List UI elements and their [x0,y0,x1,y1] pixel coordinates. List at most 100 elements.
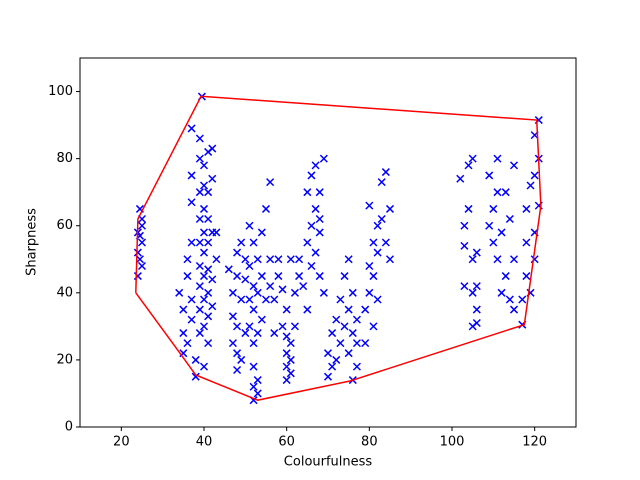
point [352,362,361,371]
point [311,204,320,213]
point [493,154,502,163]
point [249,305,258,314]
point [373,295,382,304]
point [183,272,192,281]
point [385,255,395,264]
x-tick-label: 100 [440,435,465,450]
point [257,315,266,324]
point [257,272,266,281]
point [468,288,477,297]
point [253,288,262,297]
point [282,332,291,341]
point [195,214,204,224]
point [352,339,361,348]
point [530,171,539,180]
point [245,322,254,331]
point [133,248,142,257]
point [307,221,316,230]
point [526,181,535,190]
point [365,201,374,210]
point [179,305,188,314]
point [204,339,213,348]
point [241,275,250,284]
point [505,214,514,224]
y-tick-label: 100 [48,84,73,99]
point [315,214,324,224]
point [373,221,382,230]
point [253,376,262,385]
point [340,322,349,331]
point [295,255,304,264]
point [369,238,378,247]
point [286,255,295,264]
point [361,305,370,314]
point [249,382,258,391]
point [195,305,204,314]
point [460,241,469,250]
y-tick-label: 40 [56,285,73,300]
point [505,295,514,304]
point [212,255,221,264]
point [237,238,246,247]
point [241,329,250,338]
point [187,171,196,180]
point [195,154,204,163]
x-tick-label: 60 [278,435,295,450]
point [253,389,262,398]
point [336,339,345,348]
point [369,322,378,331]
point [485,171,494,180]
point [253,255,262,264]
point [303,188,312,197]
point [365,288,374,297]
point [295,272,304,281]
point [204,238,213,247]
point [245,221,254,230]
point [472,282,481,291]
point [282,362,291,371]
point [266,178,275,187]
point [195,134,204,143]
point [208,144,217,153]
point [199,161,209,170]
point [179,329,188,338]
point [303,305,312,314]
point [472,248,481,257]
point [237,355,246,364]
point [286,339,295,348]
point [464,204,473,213]
point [261,295,271,304]
point [319,154,328,163]
x-tick-label: 40 [196,435,213,450]
point [328,329,337,338]
point [204,188,213,197]
point [319,288,328,297]
point [323,372,333,381]
y-tick-label: 0 [65,420,73,435]
point [233,365,242,375]
point [282,305,291,314]
hull-line [135,95,542,401]
point [249,238,258,247]
point [249,339,258,348]
point [270,329,279,338]
point [340,272,349,281]
point [311,161,320,170]
point [307,261,316,271]
point [493,188,502,197]
point [332,355,341,364]
point [344,349,353,358]
x-tick-label: 120 [522,435,547,450]
point [208,302,217,311]
point [522,272,531,281]
point [315,228,324,237]
point [135,255,144,264]
point [472,318,481,328]
y-tick-label: 80 [56,151,73,166]
point [195,261,204,271]
point [137,261,147,271]
point [509,161,519,170]
point [233,248,242,257]
y-tick-label: 20 [56,352,73,367]
point [195,329,204,338]
